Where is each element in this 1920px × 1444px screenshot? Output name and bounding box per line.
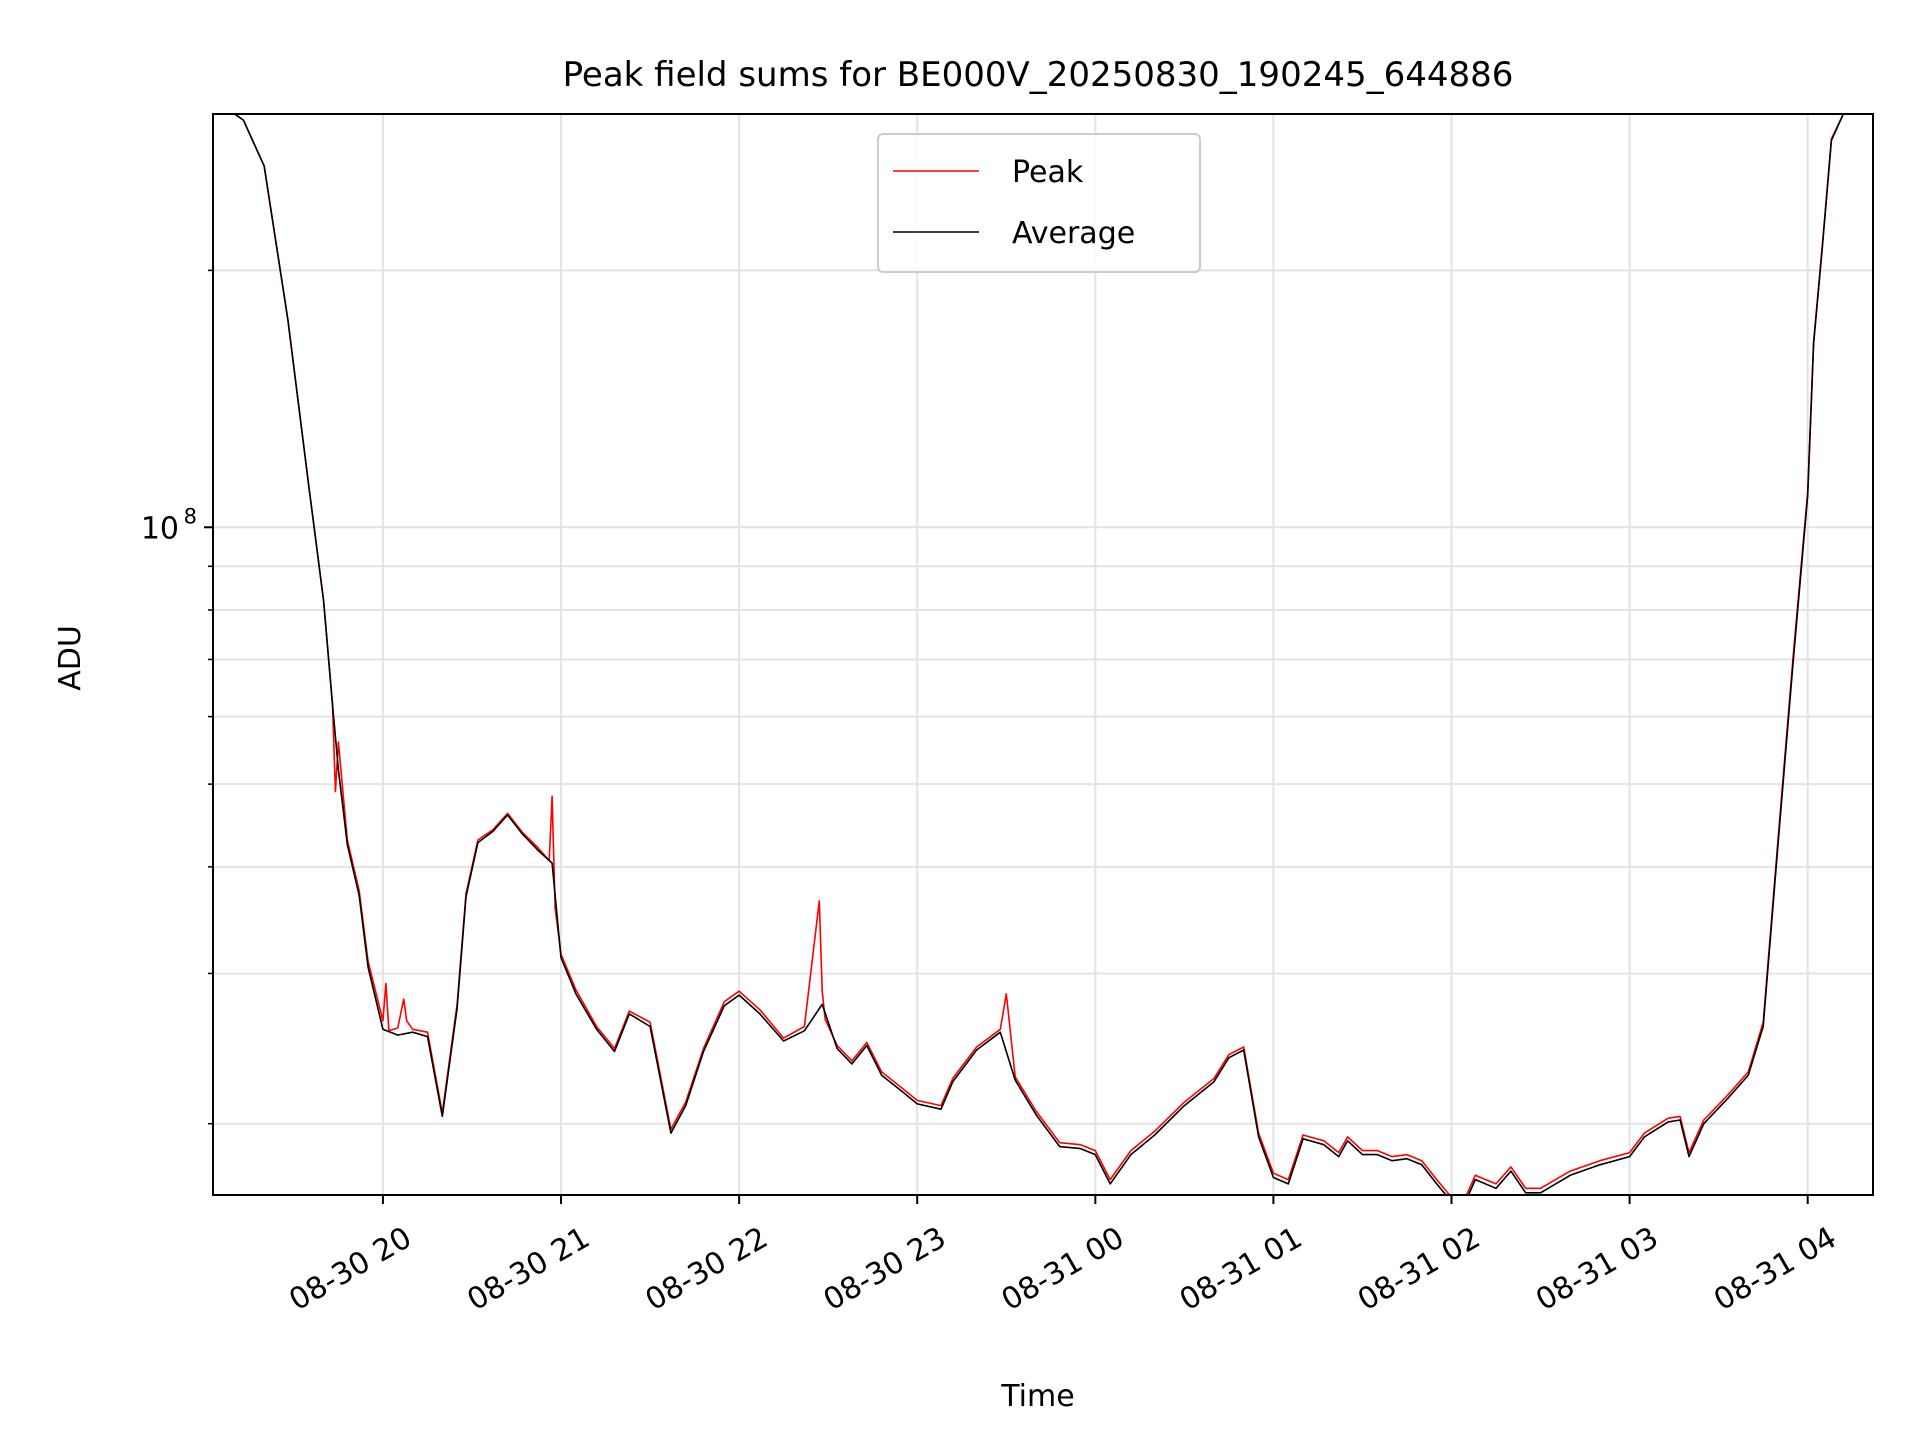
legend-average-label: Average [1012,216,1135,251]
chart-title: Peak field sums for BE000V_20250830_1902… [563,55,1514,95]
legend-box [877,133,1201,273]
plot-frame [212,113,1874,1196]
plot-lines [213,114,1845,1195]
series-line-peak [213,114,1845,1195]
series-line-average [213,114,1845,1195]
y-tick-exponent: 8 [184,504,197,528]
legend: Peak Average [877,133,1201,273]
y-tick-label: 10 [141,511,179,546]
y-axis-label: ADU [53,625,88,691]
x-axis-label: Time [1000,1379,1074,1414]
y-axis: 10 8 [141,269,213,1125]
legend-peak-label: Peak [1012,155,1084,190]
